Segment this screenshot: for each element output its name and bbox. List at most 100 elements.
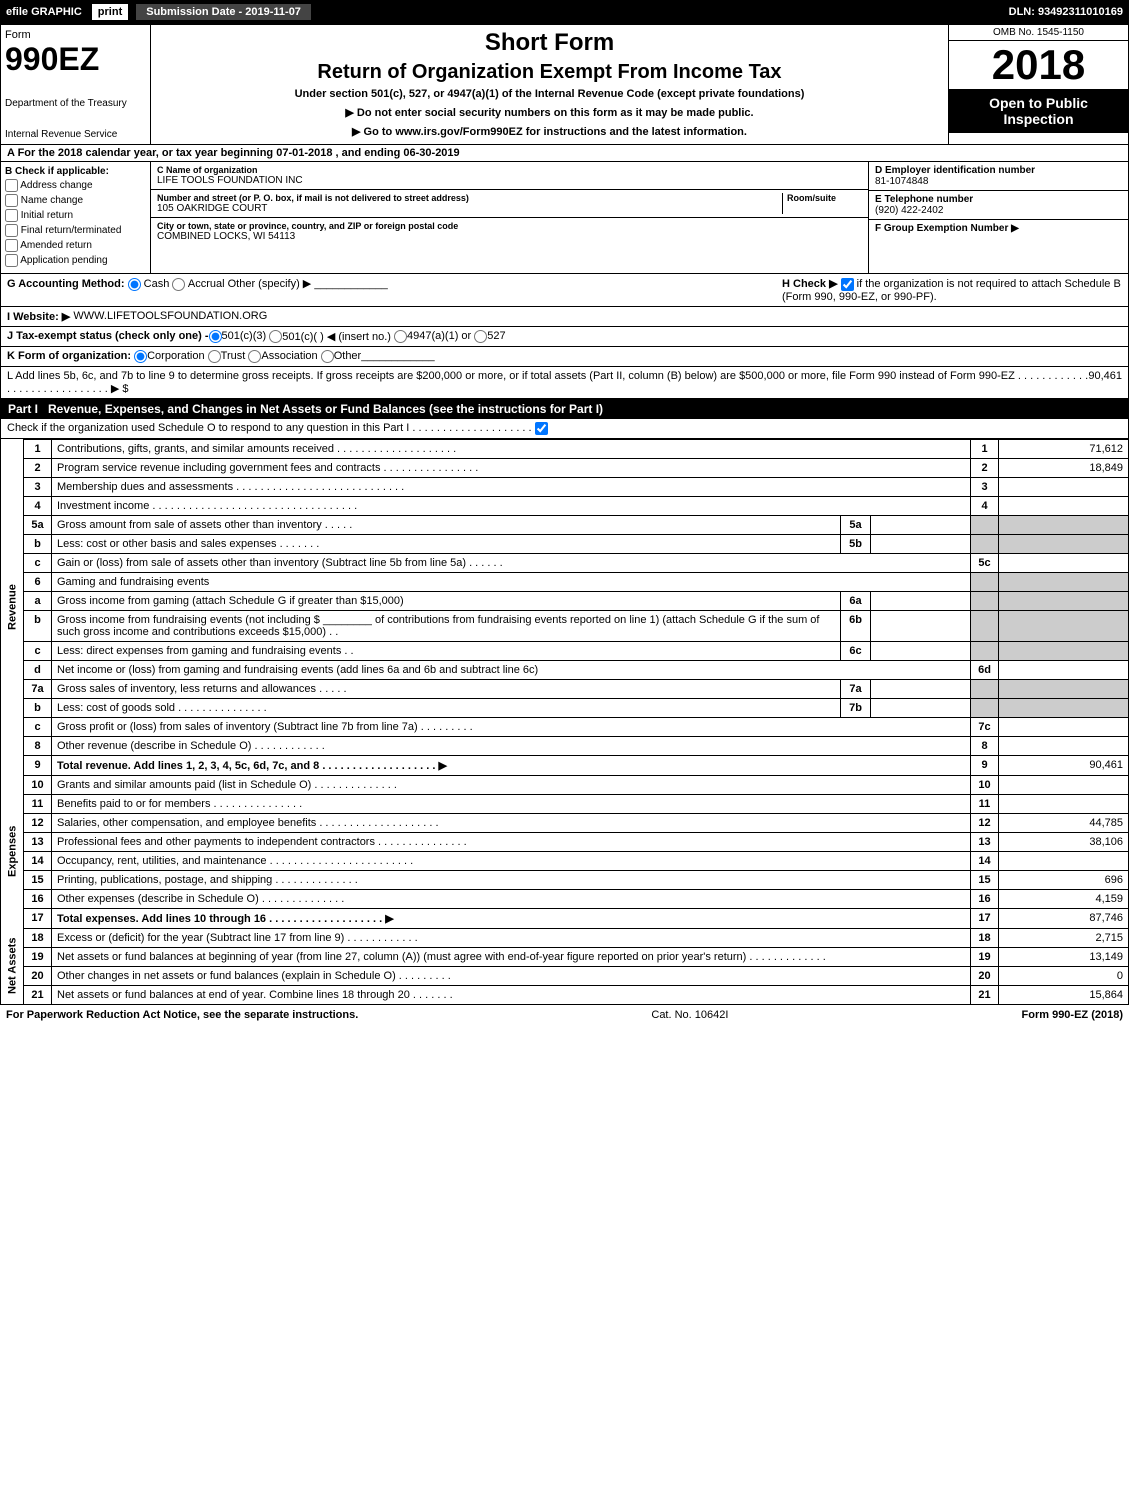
efile-label: efile GRAPHIC bbox=[0, 4, 88, 20]
table-row: bLess: cost or other basis and sales exp… bbox=[1, 534, 1129, 553]
k-other-radio[interactable] bbox=[321, 350, 334, 363]
table-row: aGross income from gaming (attach Schedu… bbox=[1, 591, 1129, 610]
k-row: K Form of organization: Corporation Trus… bbox=[0, 347, 1129, 367]
i-row: I Website: ▶ WWW.LIFETOOLSFOUNDATION.ORG bbox=[0, 307, 1129, 327]
table-row: 15Printing, publications, postage, and s… bbox=[1, 870, 1129, 889]
website-value[interactable]: WWW.LIFETOOLSFOUNDATION.ORG bbox=[73, 310, 267, 323]
k-trust-radio[interactable] bbox=[208, 350, 221, 363]
c-name-label: C Name of organization bbox=[157, 165, 862, 175]
period-label-a: A For the 2018 calendar year, or tax yea… bbox=[7, 147, 276, 159]
part-1-label: Part I bbox=[8, 402, 38, 416]
footer-form: Form 990-EZ (2018) bbox=[1022, 1009, 1123, 1021]
check-initial[interactable]: Initial return bbox=[5, 209, 146, 222]
line-1-amount: 71,612 bbox=[999, 439, 1129, 458]
g-cash-radio[interactable] bbox=[128, 278, 141, 291]
table-row: 9Total revenue. Add lines 1, 2, 3, 4, 5c… bbox=[1, 755, 1129, 775]
form-number: 990EZ bbox=[5, 41, 146, 78]
table-row: 3Membership dues and assessments . . . .… bbox=[1, 477, 1129, 496]
h-label: H Check ▶ bbox=[782, 278, 841, 290]
g-accrual-radio[interactable] bbox=[172, 278, 185, 291]
j-501c3-radio[interactable] bbox=[209, 330, 222, 343]
part-1-check-row: Check if the organization used Schedule … bbox=[0, 419, 1129, 439]
omb-number: OMB No. 1545-1150 bbox=[949, 25, 1128, 41]
table-row: 12Salaries, other compensation, and empl… bbox=[1, 813, 1129, 832]
table-row: 5aGross amount from sale of assets other… bbox=[1, 515, 1129, 534]
table-row: 11Benefits paid to or for members . . . … bbox=[1, 794, 1129, 813]
expenses-side-label: Expenses bbox=[1, 775, 24, 928]
table-row: 17Total expenses. Add lines 10 through 1… bbox=[1, 908, 1129, 928]
d-ein-label: D Employer identification number bbox=[875, 165, 1122, 176]
goto-link[interactable]: ▶ Go to www.irs.gov/Form990EZ for instru… bbox=[155, 125, 944, 138]
submission-date: Submission Date - 2019-11-07 bbox=[136, 4, 311, 20]
j-527-radio[interactable] bbox=[474, 330, 487, 343]
header-left: Form 990EZ Department of the Treasury In… bbox=[1, 25, 151, 144]
phone-value: (920) 422-2402 bbox=[875, 205, 1122, 216]
table-row: bGross income from fundraising events (n… bbox=[1, 610, 1129, 641]
g-label: G Accounting Method: bbox=[7, 278, 125, 290]
f-group-label: F Group Exemption Number ▶ bbox=[875, 223, 1122, 234]
org-address: 105 OAKRIDGE COURT bbox=[157, 203, 782, 214]
check-amended[interactable]: Amended return bbox=[5, 239, 146, 252]
i-label: I Website: ▶ bbox=[7, 310, 70, 323]
info-block: B Check if applicable: Address change Na… bbox=[0, 162, 1129, 274]
under-section: Under section 501(c), 527, or 4947(a)(1)… bbox=[155, 88, 944, 100]
check-column: B Check if applicable: Address change Na… bbox=[1, 162, 151, 273]
check-address[interactable]: Address change bbox=[5, 179, 146, 192]
h-checkbox[interactable] bbox=[841, 278, 854, 291]
table-row: dNet income or (loss) from gaming and fu… bbox=[1, 660, 1129, 679]
header-right: OMB No. 1545-1150 2018 Open to Public In… bbox=[948, 25, 1128, 144]
table-row: 19Net assets or fund balances at beginni… bbox=[1, 947, 1129, 966]
room-label: Room/suite bbox=[787, 193, 862, 203]
tax-year: 2018 bbox=[949, 41, 1128, 89]
footer-left: For Paperwork Reduction Act Notice, see … bbox=[6, 1009, 358, 1021]
page-footer: For Paperwork Reduction Act Notice, see … bbox=[0, 1005, 1129, 1025]
city-label: City or town, state or province, country… bbox=[157, 221, 862, 231]
addr-label: Number and street (or P. O. box, if mail… bbox=[157, 193, 782, 203]
part-1-check-text: Check if the organization used Schedule … bbox=[7, 422, 532, 435]
table-row: 21Net assets or fund balances at end of … bbox=[1, 985, 1129, 1004]
table-row: 8Other revenue (describe in Schedule O) … bbox=[1, 736, 1129, 755]
line-1-desc: Contributions, gifts, grants, and simila… bbox=[52, 439, 971, 458]
ein-value: 81-1074848 bbox=[875, 176, 1122, 187]
l-row: L Add lines 5b, 6c, and 7b to line 9 to … bbox=[0, 367, 1129, 399]
j-4947-radio[interactable] bbox=[394, 330, 407, 343]
table-row: Revenue 1 Contributions, gifts, grants, … bbox=[1, 439, 1129, 458]
table-row: 2Program service revenue including gover… bbox=[1, 458, 1129, 477]
right-column: D Employer identification number 81-1074… bbox=[868, 162, 1128, 273]
period-end: 06-30-2019 bbox=[403, 147, 459, 159]
short-form-title: Short Form bbox=[155, 29, 944, 57]
no-ssn-note: ▶ Do not enter social security numbers o… bbox=[155, 106, 944, 119]
table-row: cLess: direct expenses from gaming and f… bbox=[1, 641, 1129, 660]
l-text: L Add lines 5b, 6c, and 7b to line 9 to … bbox=[7, 370, 1088, 395]
print-button[interactable]: print bbox=[92, 4, 128, 20]
check-final[interactable]: Final return/terminated bbox=[5, 224, 146, 237]
lines-table: Revenue 1 Contributions, gifts, grants, … bbox=[0, 439, 1129, 1005]
footer-catno: Cat. No. 10642I bbox=[358, 1009, 1021, 1021]
form-word: Form bbox=[5, 29, 146, 41]
period-row: A For the 2018 calendar year, or tax yea… bbox=[0, 145, 1129, 162]
period-label-end: , and ending bbox=[336, 147, 404, 159]
irs-label: Internal Revenue Service bbox=[5, 129, 146, 140]
table-row: Net Assets 18Excess or (deficit) for the… bbox=[1, 928, 1129, 947]
b-check-label: B Check if applicable: bbox=[5, 166, 146, 177]
part-1-checkbox[interactable] bbox=[535, 422, 548, 435]
revenue-side-label: Revenue bbox=[1, 439, 24, 775]
table-row: cGain or (loss) from sale of assets othe… bbox=[1, 553, 1129, 572]
org-city: COMBINED LOCKS, WI 54113 bbox=[157, 231, 862, 242]
table-row: 20Other changes in net assets or fund ba… bbox=[1, 966, 1129, 985]
g-h-row: G Accounting Method: Cash Accrual Other … bbox=[0, 274, 1129, 307]
k-corp-radio[interactable] bbox=[134, 350, 147, 363]
table-row: Expenses 10Grants and similar amounts pa… bbox=[1, 775, 1129, 794]
table-row: 7aGross sales of inventory, less returns… bbox=[1, 679, 1129, 698]
table-row: 13Professional fees and other payments t… bbox=[1, 832, 1129, 851]
header-mid: Short Form Return of Organization Exempt… bbox=[151, 25, 948, 144]
open-to-public: Open to Public Inspection bbox=[949, 89, 1128, 133]
k-assoc-radio[interactable] bbox=[248, 350, 261, 363]
j-501c-radio[interactable] bbox=[269, 330, 282, 343]
form-header: Form 990EZ Department of the Treasury In… bbox=[0, 24, 1129, 145]
check-app[interactable]: Application pending bbox=[5, 254, 146, 267]
top-bar: efile GRAPHIC print Submission Date - 20… bbox=[0, 0, 1129, 24]
check-name[interactable]: Name change bbox=[5, 194, 146, 207]
return-title: Return of Organization Exempt From Incom… bbox=[155, 61, 944, 84]
g-other: Other (specify) ▶ bbox=[228, 278, 312, 290]
